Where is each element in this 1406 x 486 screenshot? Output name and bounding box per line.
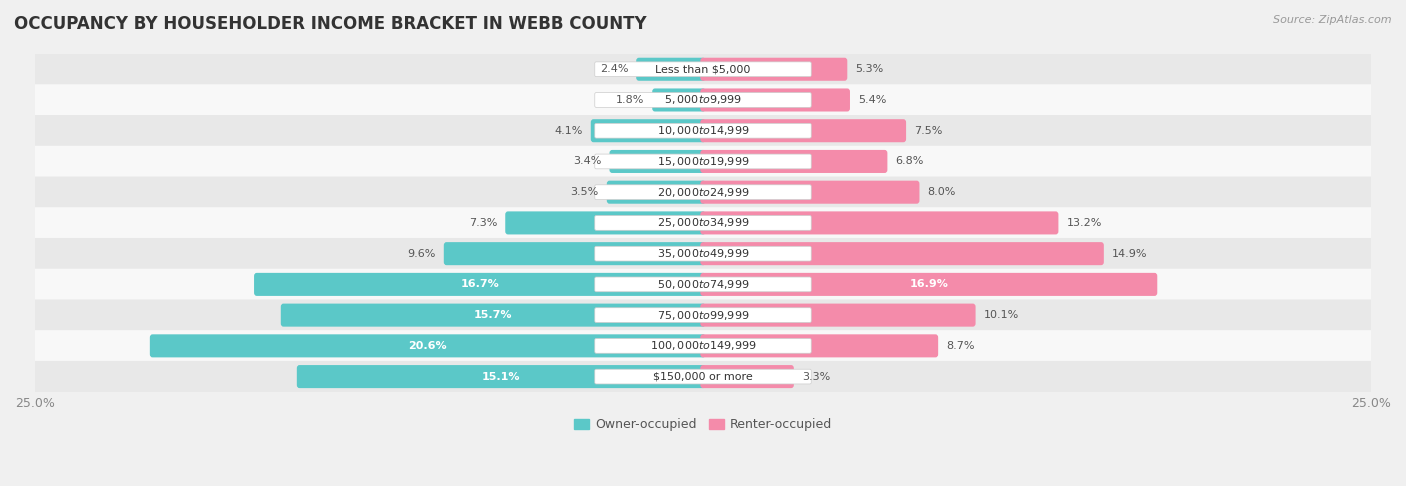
FancyBboxPatch shape — [595, 338, 811, 353]
FancyBboxPatch shape — [700, 150, 887, 173]
Text: 16.9%: 16.9% — [910, 279, 948, 289]
FancyBboxPatch shape — [636, 58, 706, 81]
Text: 20.6%: 20.6% — [409, 341, 447, 351]
FancyBboxPatch shape — [35, 176, 1371, 208]
FancyBboxPatch shape — [700, 119, 905, 142]
Text: $20,000 to $24,999: $20,000 to $24,999 — [657, 186, 749, 199]
Text: $5,000 to $9,999: $5,000 to $9,999 — [664, 93, 742, 106]
Text: $50,000 to $74,999: $50,000 to $74,999 — [657, 278, 749, 291]
Text: 4.1%: 4.1% — [554, 126, 582, 136]
FancyBboxPatch shape — [700, 88, 851, 111]
Text: 15.7%: 15.7% — [474, 310, 512, 320]
FancyBboxPatch shape — [700, 58, 848, 81]
FancyBboxPatch shape — [35, 115, 1371, 146]
Text: 5.3%: 5.3% — [855, 64, 883, 74]
FancyBboxPatch shape — [35, 207, 1371, 239]
Text: $15,000 to $19,999: $15,000 to $19,999 — [657, 155, 749, 168]
Text: 14.9%: 14.9% — [1112, 249, 1147, 259]
Text: $35,000 to $49,999: $35,000 to $49,999 — [657, 247, 749, 260]
Text: 9.6%: 9.6% — [408, 249, 436, 259]
FancyBboxPatch shape — [35, 299, 1371, 331]
FancyBboxPatch shape — [700, 304, 976, 327]
Text: 6.8%: 6.8% — [896, 156, 924, 166]
Legend: Owner-occupied, Renter-occupied: Owner-occupied, Renter-occupied — [568, 414, 838, 436]
FancyBboxPatch shape — [700, 181, 920, 204]
FancyBboxPatch shape — [595, 62, 811, 77]
FancyBboxPatch shape — [700, 273, 1157, 296]
Text: $75,000 to $99,999: $75,000 to $99,999 — [657, 309, 749, 322]
FancyBboxPatch shape — [254, 273, 706, 296]
FancyBboxPatch shape — [652, 88, 706, 111]
Text: OCCUPANCY BY HOUSEHOLDER INCOME BRACKET IN WEBB COUNTY: OCCUPANCY BY HOUSEHOLDER INCOME BRACKET … — [14, 15, 647, 33]
Text: 1.8%: 1.8% — [616, 95, 644, 105]
FancyBboxPatch shape — [444, 242, 706, 265]
FancyBboxPatch shape — [595, 308, 811, 323]
FancyBboxPatch shape — [595, 246, 811, 261]
Text: 3.5%: 3.5% — [571, 187, 599, 197]
Text: 8.0%: 8.0% — [928, 187, 956, 197]
FancyBboxPatch shape — [609, 150, 706, 173]
FancyBboxPatch shape — [700, 334, 938, 357]
Text: 16.7%: 16.7% — [461, 279, 499, 289]
Text: 13.2%: 13.2% — [1066, 218, 1102, 228]
FancyBboxPatch shape — [595, 369, 811, 384]
FancyBboxPatch shape — [35, 146, 1371, 177]
Text: 15.1%: 15.1% — [482, 372, 520, 382]
FancyBboxPatch shape — [591, 119, 706, 142]
FancyBboxPatch shape — [35, 269, 1371, 300]
FancyBboxPatch shape — [35, 238, 1371, 269]
FancyBboxPatch shape — [35, 53, 1371, 85]
FancyBboxPatch shape — [297, 365, 706, 388]
Text: 2.4%: 2.4% — [600, 64, 628, 74]
FancyBboxPatch shape — [35, 361, 1371, 392]
Text: 7.3%: 7.3% — [468, 218, 498, 228]
FancyBboxPatch shape — [35, 330, 1371, 362]
Text: $25,000 to $34,999: $25,000 to $34,999 — [657, 216, 749, 229]
FancyBboxPatch shape — [700, 242, 1104, 265]
FancyBboxPatch shape — [595, 277, 811, 292]
FancyBboxPatch shape — [281, 304, 706, 327]
FancyBboxPatch shape — [35, 84, 1371, 116]
FancyBboxPatch shape — [595, 123, 811, 138]
Text: Less than $5,000: Less than $5,000 — [655, 64, 751, 74]
FancyBboxPatch shape — [505, 211, 706, 234]
Text: 10.1%: 10.1% — [984, 310, 1019, 320]
Text: $150,000 or more: $150,000 or more — [654, 372, 752, 382]
Text: $10,000 to $14,999: $10,000 to $14,999 — [657, 124, 749, 137]
FancyBboxPatch shape — [595, 216, 811, 230]
Text: 5.4%: 5.4% — [858, 95, 886, 105]
Text: Source: ZipAtlas.com: Source: ZipAtlas.com — [1274, 15, 1392, 25]
Text: 7.5%: 7.5% — [914, 126, 942, 136]
Text: 8.7%: 8.7% — [946, 341, 974, 351]
FancyBboxPatch shape — [700, 211, 1059, 234]
FancyBboxPatch shape — [700, 365, 794, 388]
Text: $100,000 to $149,999: $100,000 to $149,999 — [650, 339, 756, 352]
FancyBboxPatch shape — [607, 181, 706, 204]
Text: 3.3%: 3.3% — [801, 372, 830, 382]
Text: 3.4%: 3.4% — [574, 156, 602, 166]
FancyBboxPatch shape — [595, 93, 811, 107]
FancyBboxPatch shape — [595, 154, 811, 169]
FancyBboxPatch shape — [595, 185, 811, 200]
FancyBboxPatch shape — [150, 334, 706, 357]
